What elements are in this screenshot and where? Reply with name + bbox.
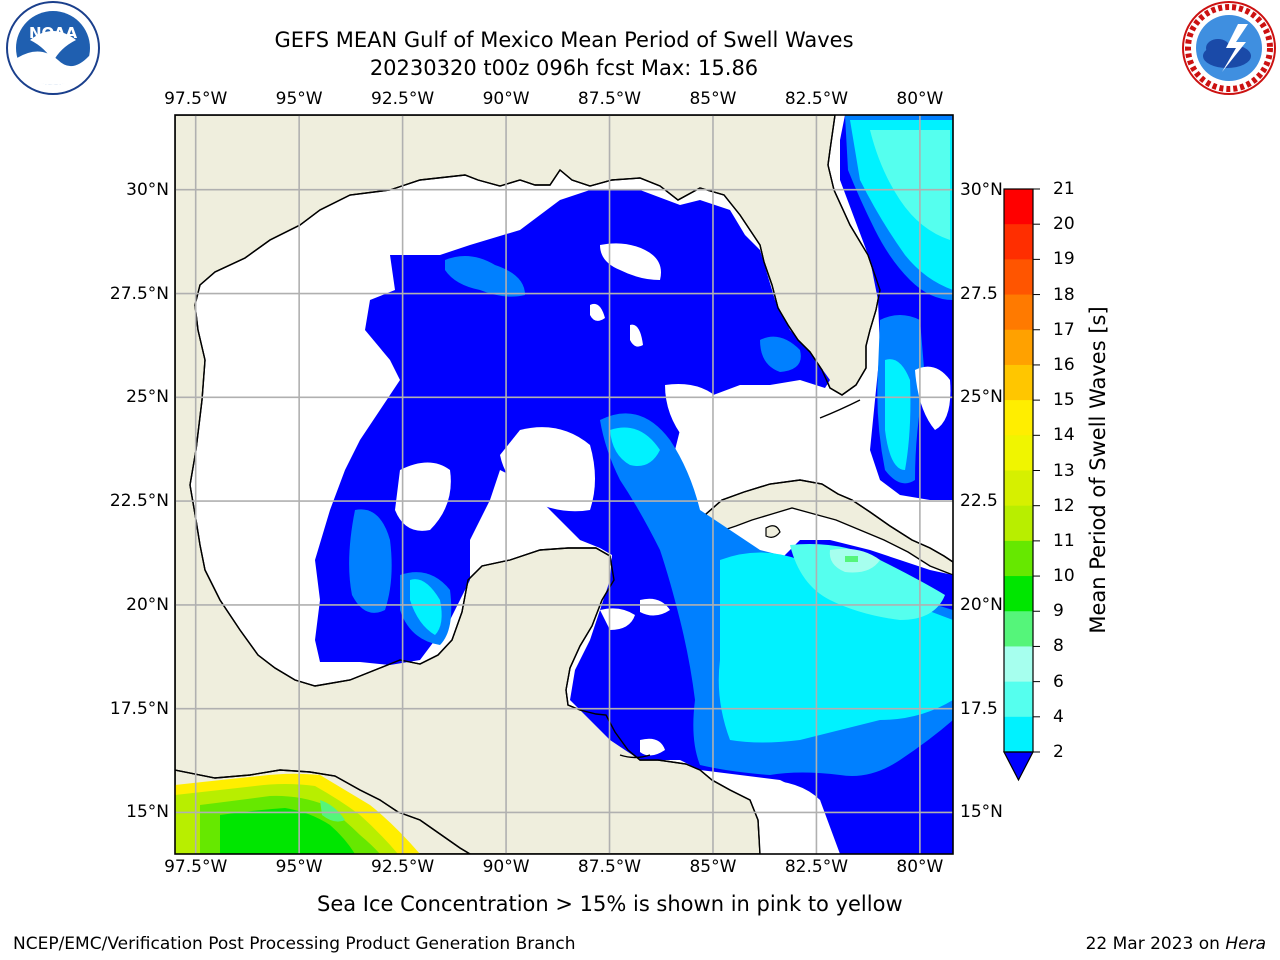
lat-label: 27.5°N: [109, 283, 169, 304]
coastlines: [175, 115, 953, 854]
lon-label: 85°W: [689, 857, 737, 877]
lon-label: 95°W: [275, 89, 323, 109]
lat-label: 25°N: [960, 387, 1003, 408]
lon-label: 97.5°W: [164, 89, 228, 109]
noaa-logo-text: NOAA: [29, 24, 78, 42]
lat-label: 30°N: [126, 179, 169, 200]
footer-branch: NCEP/EMC/Verification Post Processing Pr…: [13, 934, 576, 954]
lat-label: 22.5: [960, 491, 998, 512]
colorbar-swatch: [1004, 400, 1033, 436]
lat-label: 15°N: [960, 802, 1003, 823]
colorbar: [1003, 188, 1034, 782]
colorbar-tick-label: 10: [1053, 566, 1075, 587]
map-frame: [174, 114, 954, 855]
colorbar-tick-label: 4: [1053, 706, 1064, 727]
lon-label: 92.5°W: [371, 89, 435, 109]
colorbar-swatch: [1004, 540, 1033, 577]
colorbar-tick-label: 20: [1053, 214, 1075, 235]
lon-label: 80°W: [896, 89, 944, 109]
lon-label: 90°W: [482, 857, 530, 877]
lat-label: 25°N: [126, 387, 169, 408]
colorbar-tick-label: 19: [1053, 249, 1075, 270]
colorbar-swatch: [1004, 681, 1033, 718]
colorbar-tick-label: 11: [1053, 530, 1075, 551]
lon-label: 87.5°W: [577, 857, 642, 877]
lat-label: 30°N: [960, 179, 1003, 200]
lat-label: 20°N: [126, 594, 169, 615]
noaa-logo: NOAA: [6, 1, 100, 95]
footer-machine: Hera: [1225, 934, 1266, 954]
map-subtitle: 20230320 t00z 096h fcst Max: 15.86: [369, 56, 759, 80]
colorbar-tick-label: 14: [1053, 425, 1075, 446]
colorbar-tick-label: 13: [1053, 460, 1075, 481]
colorbar-swatch: [1004, 329, 1033, 366]
lon-label: 95°W: [275, 857, 323, 877]
colorbar-swatch: [1004, 364, 1033, 401]
colorbar-tick-label: 16: [1053, 354, 1075, 375]
colorbar-tick-label: 2: [1053, 742, 1064, 762]
colorbar-tick-label: 6: [1053, 671, 1064, 692]
lat-label: 22.5°N: [109, 491, 169, 512]
sea-ice-notice: Sea Ice Concentration > 15% is shown in …: [317, 892, 903, 916]
colorbar-swatch: [1004, 505, 1033, 542]
lon-label: 80°W: [896, 857, 944, 877]
lon-label: 92.5°W: [371, 857, 435, 877]
lat-label: 27.5: [960, 283, 998, 304]
colorbar-swatch: [1004, 224, 1033, 260]
lon-label: 82.5°W: [784, 89, 849, 109]
map-title: GEFS MEAN Gulf of Mexico Mean Period of …: [274, 28, 854, 52]
colorbar-swatch: [1004, 576, 1033, 612]
lon-label: 97.5°W: [164, 857, 228, 877]
lon-label: 82.5°W: [784, 857, 849, 877]
colorbar-tick-label: 15: [1053, 390, 1075, 411]
colorbar-tick-label: 12: [1053, 495, 1075, 516]
colorbar-swatch: [1004, 646, 1033, 683]
lat-label: 17.5: [960, 698, 998, 719]
colorbar-extend-arrow: [1003, 751, 1034, 782]
colorbar-swatch: [1004, 470, 1033, 507]
colorbar-swatch: [1004, 435, 1033, 471]
colorbar-swatch: [1004, 294, 1033, 331]
colorbar-swatch: [1004, 716, 1033, 753]
lon-label: 87.5°W: [577, 89, 642, 109]
lon-label: 90°W: [482, 89, 530, 109]
graticule: [175, 115, 953, 854]
footer-date-text: 22 Mar 2023 on: [1085, 934, 1226, 954]
colorbar-swatch: [1004, 189, 1033, 225]
nws-logo: [1182, 1, 1276, 95]
lat-label: 20°N: [960, 594, 1003, 615]
colorbar-tick-label: 21: [1053, 179, 1075, 199]
colorbar-tick-label: 17: [1053, 319, 1075, 340]
colorbar-tick-label: 9: [1053, 601, 1064, 622]
lat-label: 17.5°N: [109, 698, 169, 719]
colorbar-label: Mean Period of Swell Waves [s]: [1086, 306, 1110, 634]
footer-date: 22 Mar 2023 on Hera: [1086, 934, 1266, 954]
colorbar-tick-label: 8: [1053, 636, 1064, 657]
colorbar-tick-label: 18: [1053, 284, 1075, 305]
lon-label: 85°W: [689, 89, 737, 109]
colorbar-swatch: [1004, 259, 1033, 296]
lat-label: 15°N: [126, 802, 169, 823]
colorbar-swatch: [1004, 611, 1033, 647]
swell-period-fill: [175, 115, 953, 854]
